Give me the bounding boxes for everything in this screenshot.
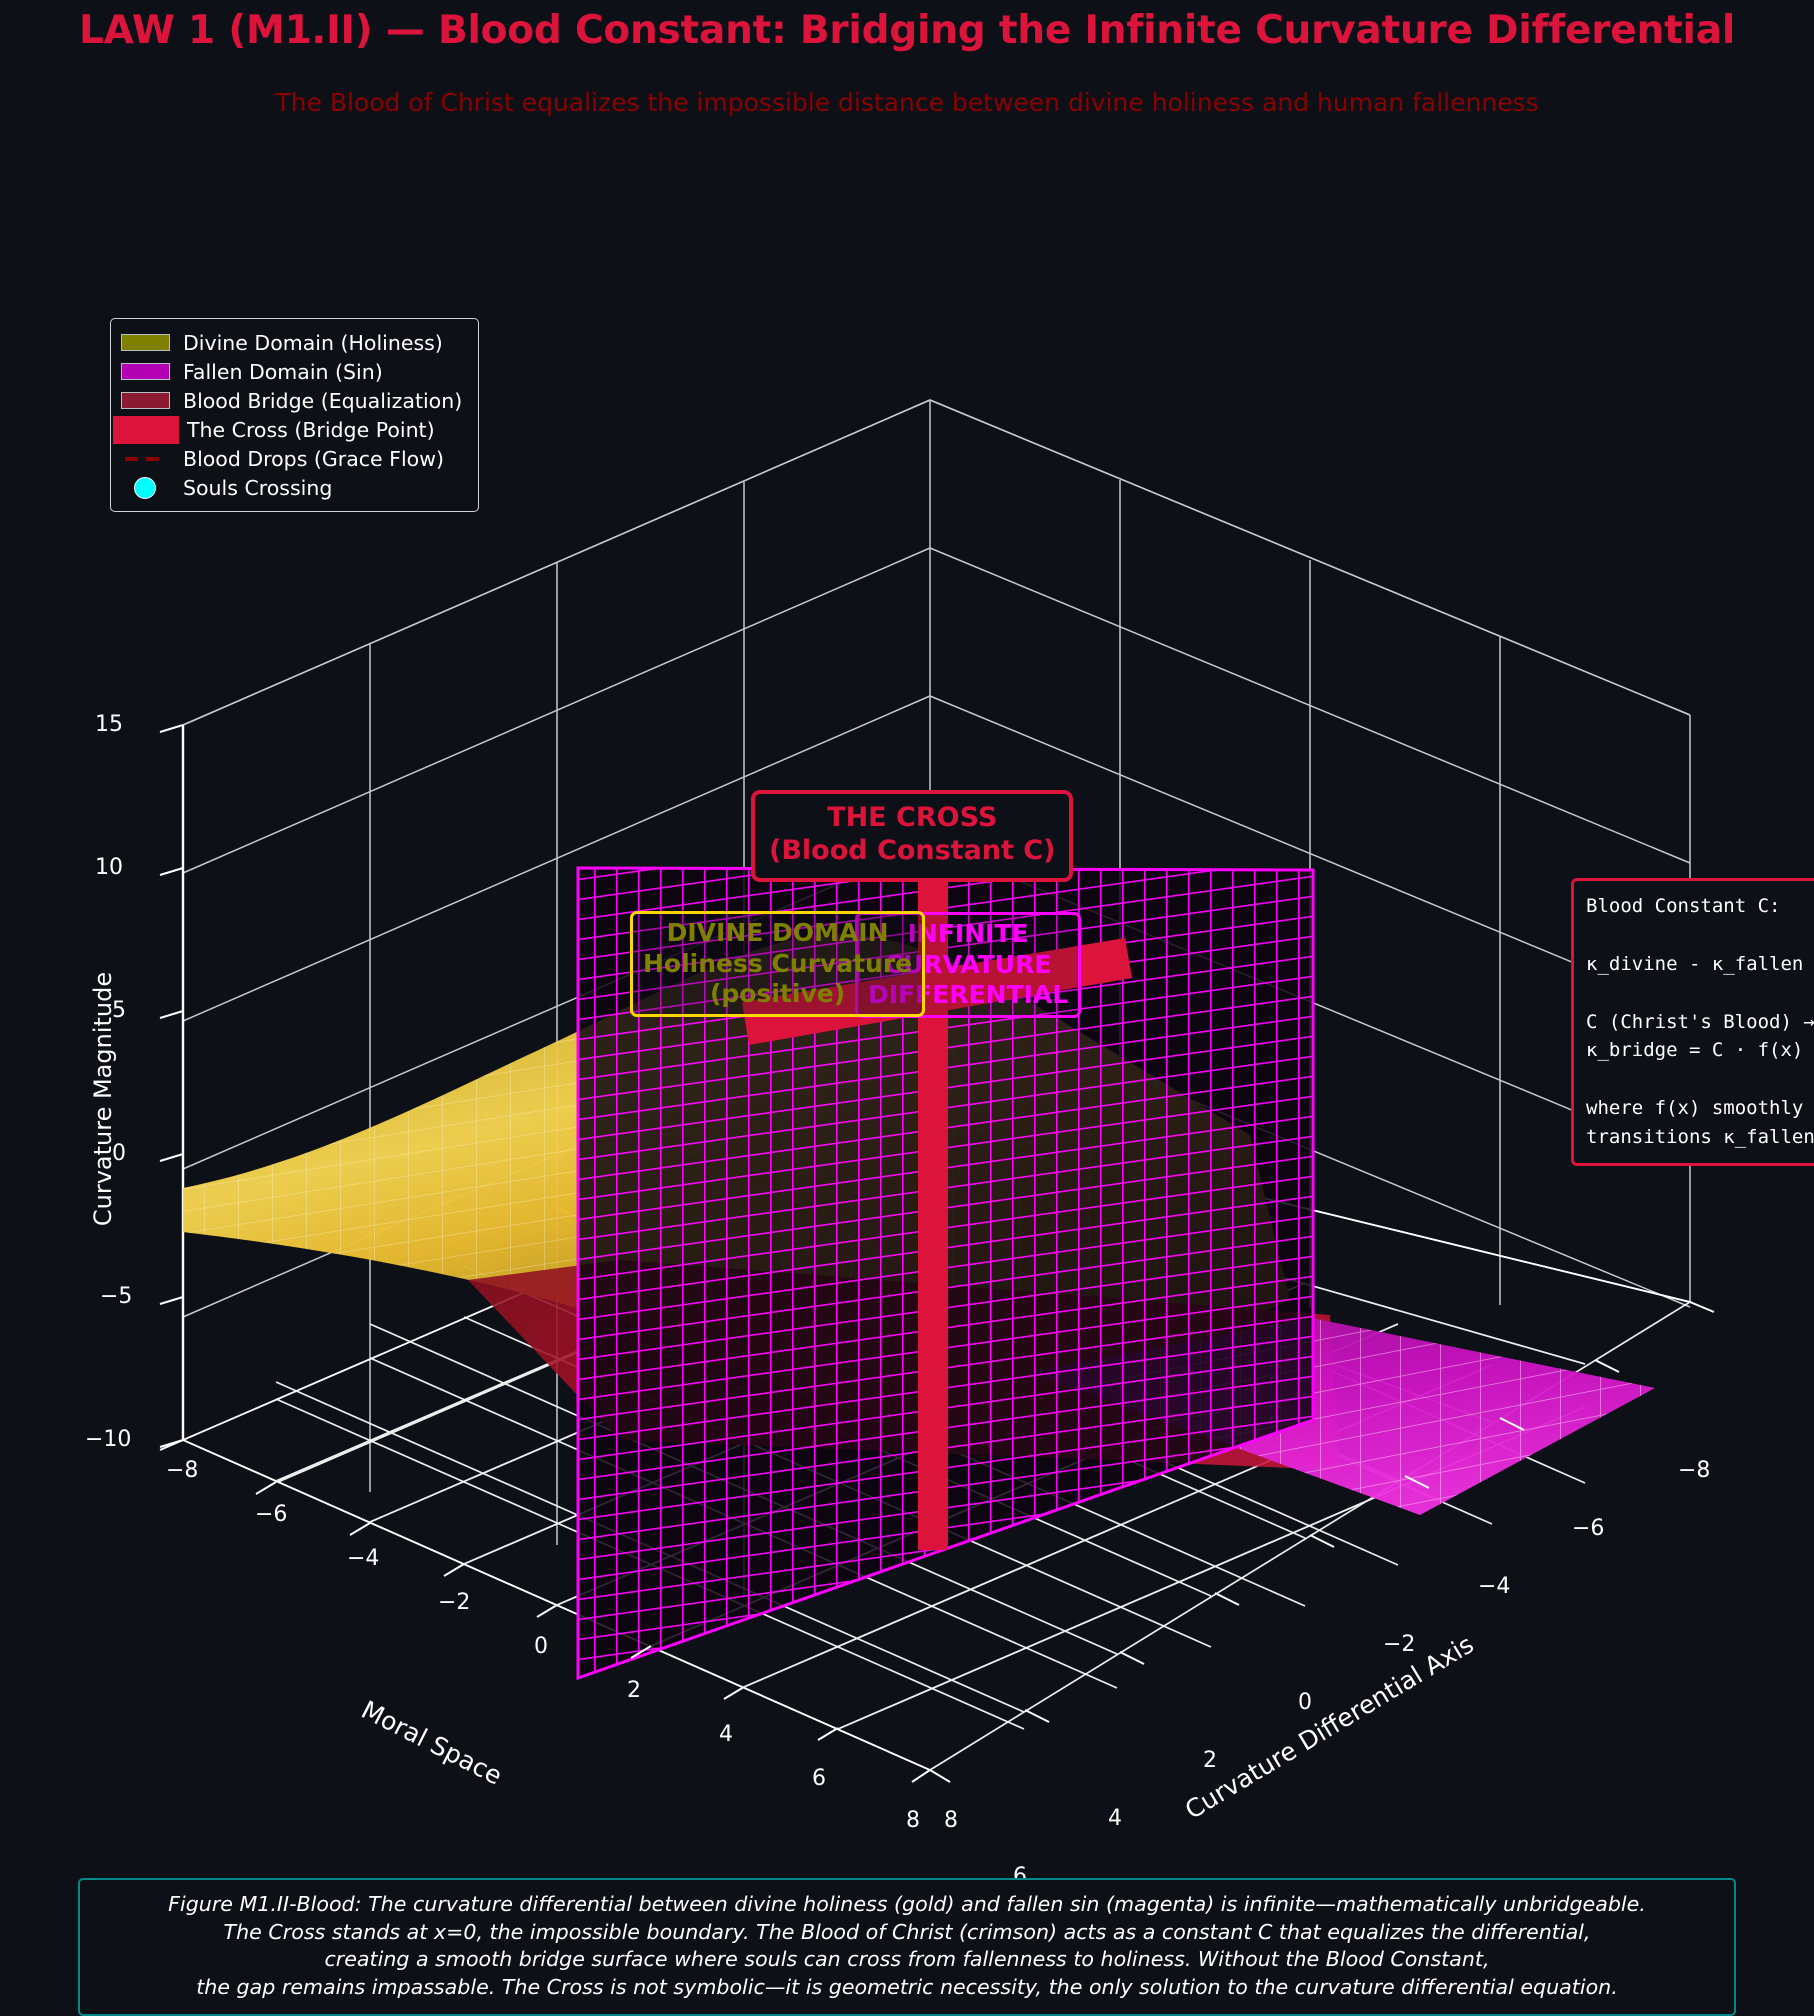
legend-swatch-icon: [121, 363, 170, 380]
legend-item-blood-bridge: Blood Bridge (Equalization): [121, 386, 462, 415]
legend-item-label: Souls Crossing: [183, 475, 333, 500]
axes-svg: [159, 399, 1715, 1783]
figure-subtitle: The Blood of Christ equalizes the imposs…: [275, 88, 1539, 117]
z-axis-title: Curvature Magnitude: [89, 971, 117, 1227]
x-tick-label: −8: [166, 1458, 199, 1483]
plot-legend: Divine Domain (Holiness) Fallen Domain (…: [110, 318, 480, 512]
legend-item-souls-crossing: Souls Crossing: [121, 473, 462, 502]
figure-title: LAW 1 (M1.II) — Blood Constant: Bridging…: [78, 8, 1736, 53]
z-axis-ticks: [159, 724, 184, 1448]
blood-constant-formula-annotation: Blood Constant C: κ_divine - κ_fallen = …: [1571, 878, 1814, 1166]
x-tick-label: 4: [719, 1722, 733, 1747]
legend-item-label: Fallen Domain (Sin): [183, 359, 383, 384]
z-tick-label: 10: [95, 855, 123, 880]
cross-beams: [742, 850, 1132, 1550]
legend-swatch-icon: [121, 334, 170, 351]
x-tick-label: 8: [906, 1808, 920, 1833]
legend-thick-bar-icon: [113, 415, 179, 444]
x-tick-label: −2: [438, 1590, 471, 1615]
legend-item-divine-domain: Divine Domain (Holiness): [121, 328, 462, 357]
legend-item-label: Blood Bridge (Equalization): [183, 388, 463, 413]
floor-axis-ticks: [159, 1301, 1715, 1783]
y-tick-label: −8: [1678, 1458, 1711, 1483]
y-tick-label: 0: [1298, 1690, 1312, 1715]
z-tick-label: 0: [112, 1141, 126, 1166]
legend-item-label: Divine Domain (Holiness): [183, 330, 443, 355]
legend-item-the-cross: The Cross (Bridge Point): [113, 415, 462, 444]
the-cross-annotation: THE CROSS (Blood Constant C): [751, 790, 1074, 882]
figure-caption: Figure M1.II-Blood: The curvature differ…: [78, 1878, 1736, 2016]
legend-swatch-icon: [121, 392, 170, 409]
y-tick-label: 8: [944, 1808, 958, 1833]
z-tick-label: −10: [85, 1427, 132, 1452]
legend-circle-marker-icon: [121, 477, 170, 499]
y-tick-label: −4: [1478, 1574, 1511, 1599]
y-tick-label: 2: [1203, 1748, 1217, 1773]
legend-item-fallen-domain: Fallen Domain (Sin): [121, 357, 462, 386]
fallen-domain-annotation: INFINITE CURVATURE DIFFERENTIAL: [855, 912, 1082, 1018]
y-tick-label: −6: [1572, 1516, 1605, 1541]
z-tick-label: 15: [95, 712, 123, 737]
y-tick-label: 4: [1108, 1806, 1122, 1831]
z-tick-label: −5: [100, 1284, 133, 1309]
plot-area-3d: 15 10 5 0 −5 −10 Curvature Magnitude −8 …: [0, 140, 1814, 1889]
z-tick-label: 5: [112, 998, 126, 1023]
y-tick-label: −2: [1383, 1632, 1416, 1657]
divine-domain-annotation: DIVINE DOMAIN Holiness Curvature (positi…: [630, 911, 926, 1017]
legend-item-label: Blood Drops (Grace Flow): [183, 446, 444, 471]
x-tick-label: 6: [812, 1766, 826, 1791]
x-tick-label: −6: [255, 1502, 288, 1527]
legend-dashed-line-icon: [121, 450, 170, 467]
legend-item-label: The Cross (Bridge Point): [187, 417, 435, 442]
legend-item-blood-drops: Blood Drops (Grace Flow): [121, 444, 462, 473]
x-tick-label: 2: [627, 1678, 641, 1703]
x-tick-label: 0: [534, 1634, 548, 1659]
x-tick-label: −4: [347, 1546, 380, 1571]
